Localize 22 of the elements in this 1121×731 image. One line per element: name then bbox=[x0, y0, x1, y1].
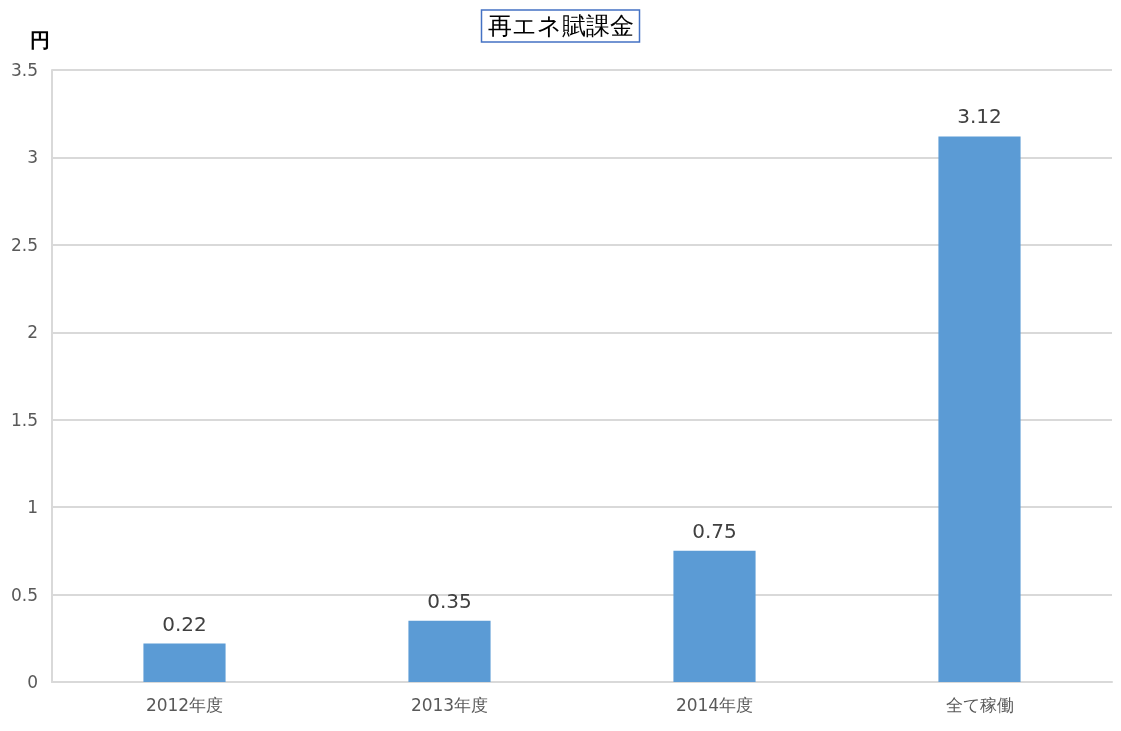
data-label: 0.35 bbox=[427, 588, 472, 613]
bar bbox=[673, 550, 756, 682]
y-tick-label: 3 bbox=[27, 147, 38, 168]
x-tick-label: 全て稼働 bbox=[945, 694, 1014, 715]
y-tick-label: 3.5 bbox=[10, 60, 38, 80]
y-tick-label: 2 bbox=[27, 322, 38, 343]
y-axis-title: 円 bbox=[30, 28, 50, 52]
x-tick-label: 2014年度 bbox=[675, 694, 754, 715]
y-tick-label: 0.5 bbox=[10, 584, 38, 605]
bar bbox=[408, 620, 491, 682]
x-tick-label: 2013年度 bbox=[410, 694, 489, 715]
data-label: 0.75 bbox=[692, 518, 737, 543]
y-tick-label: 1.5 bbox=[10, 409, 38, 430]
x-tick-label: 2012年度 bbox=[145, 694, 224, 715]
y-tick-label: 1 bbox=[27, 497, 38, 518]
data-label: 0.22 bbox=[162, 611, 207, 636]
y-tick-label: 2.5 bbox=[10, 234, 38, 255]
chart-title: 再エネ賦課金 bbox=[487, 12, 634, 40]
bar bbox=[938, 136, 1021, 682]
data-label: 3.12 bbox=[957, 104, 1002, 129]
y-tick-label: 0 bbox=[27, 672, 38, 692]
bar bbox=[143, 643, 226, 682]
